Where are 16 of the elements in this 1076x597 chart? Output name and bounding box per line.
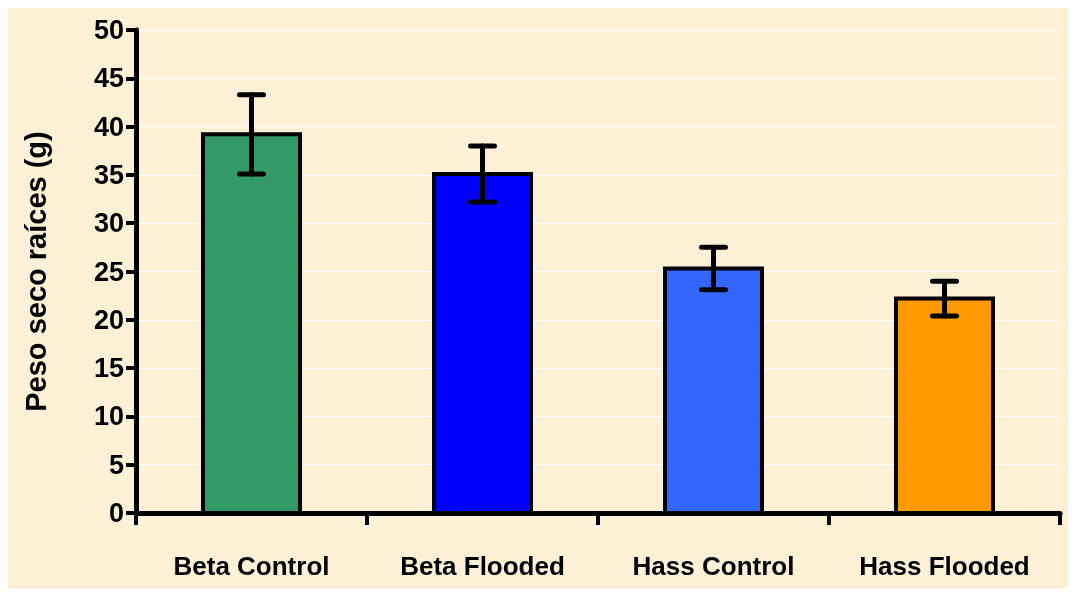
y-tick-label: 10 (93, 401, 124, 432)
x-tick-label: Hass Flooded (859, 551, 1030, 581)
y-tick-label: 25 (93, 256, 124, 287)
y-tick-label: 30 (93, 208, 124, 239)
x-tick-label: Beta Flooded (400, 551, 565, 581)
y-tick-label: 35 (93, 159, 124, 190)
x-tick-label: Beta Control (173, 551, 330, 581)
y-tick-label: 45 (93, 63, 124, 94)
y-tick-label: 20 (93, 304, 124, 335)
y-tick-label: 40 (93, 111, 124, 142)
x-tick-label: Hass Control (632, 551, 795, 581)
y-tick-label: 0 (108, 498, 124, 528)
y-tick-label: 50 (93, 15, 124, 45)
y-tick-label: 5 (108, 449, 124, 480)
y-tick-label: 15 (93, 353, 124, 384)
y-axis-title: Peso seco raíces (g) (19, 131, 52, 412)
